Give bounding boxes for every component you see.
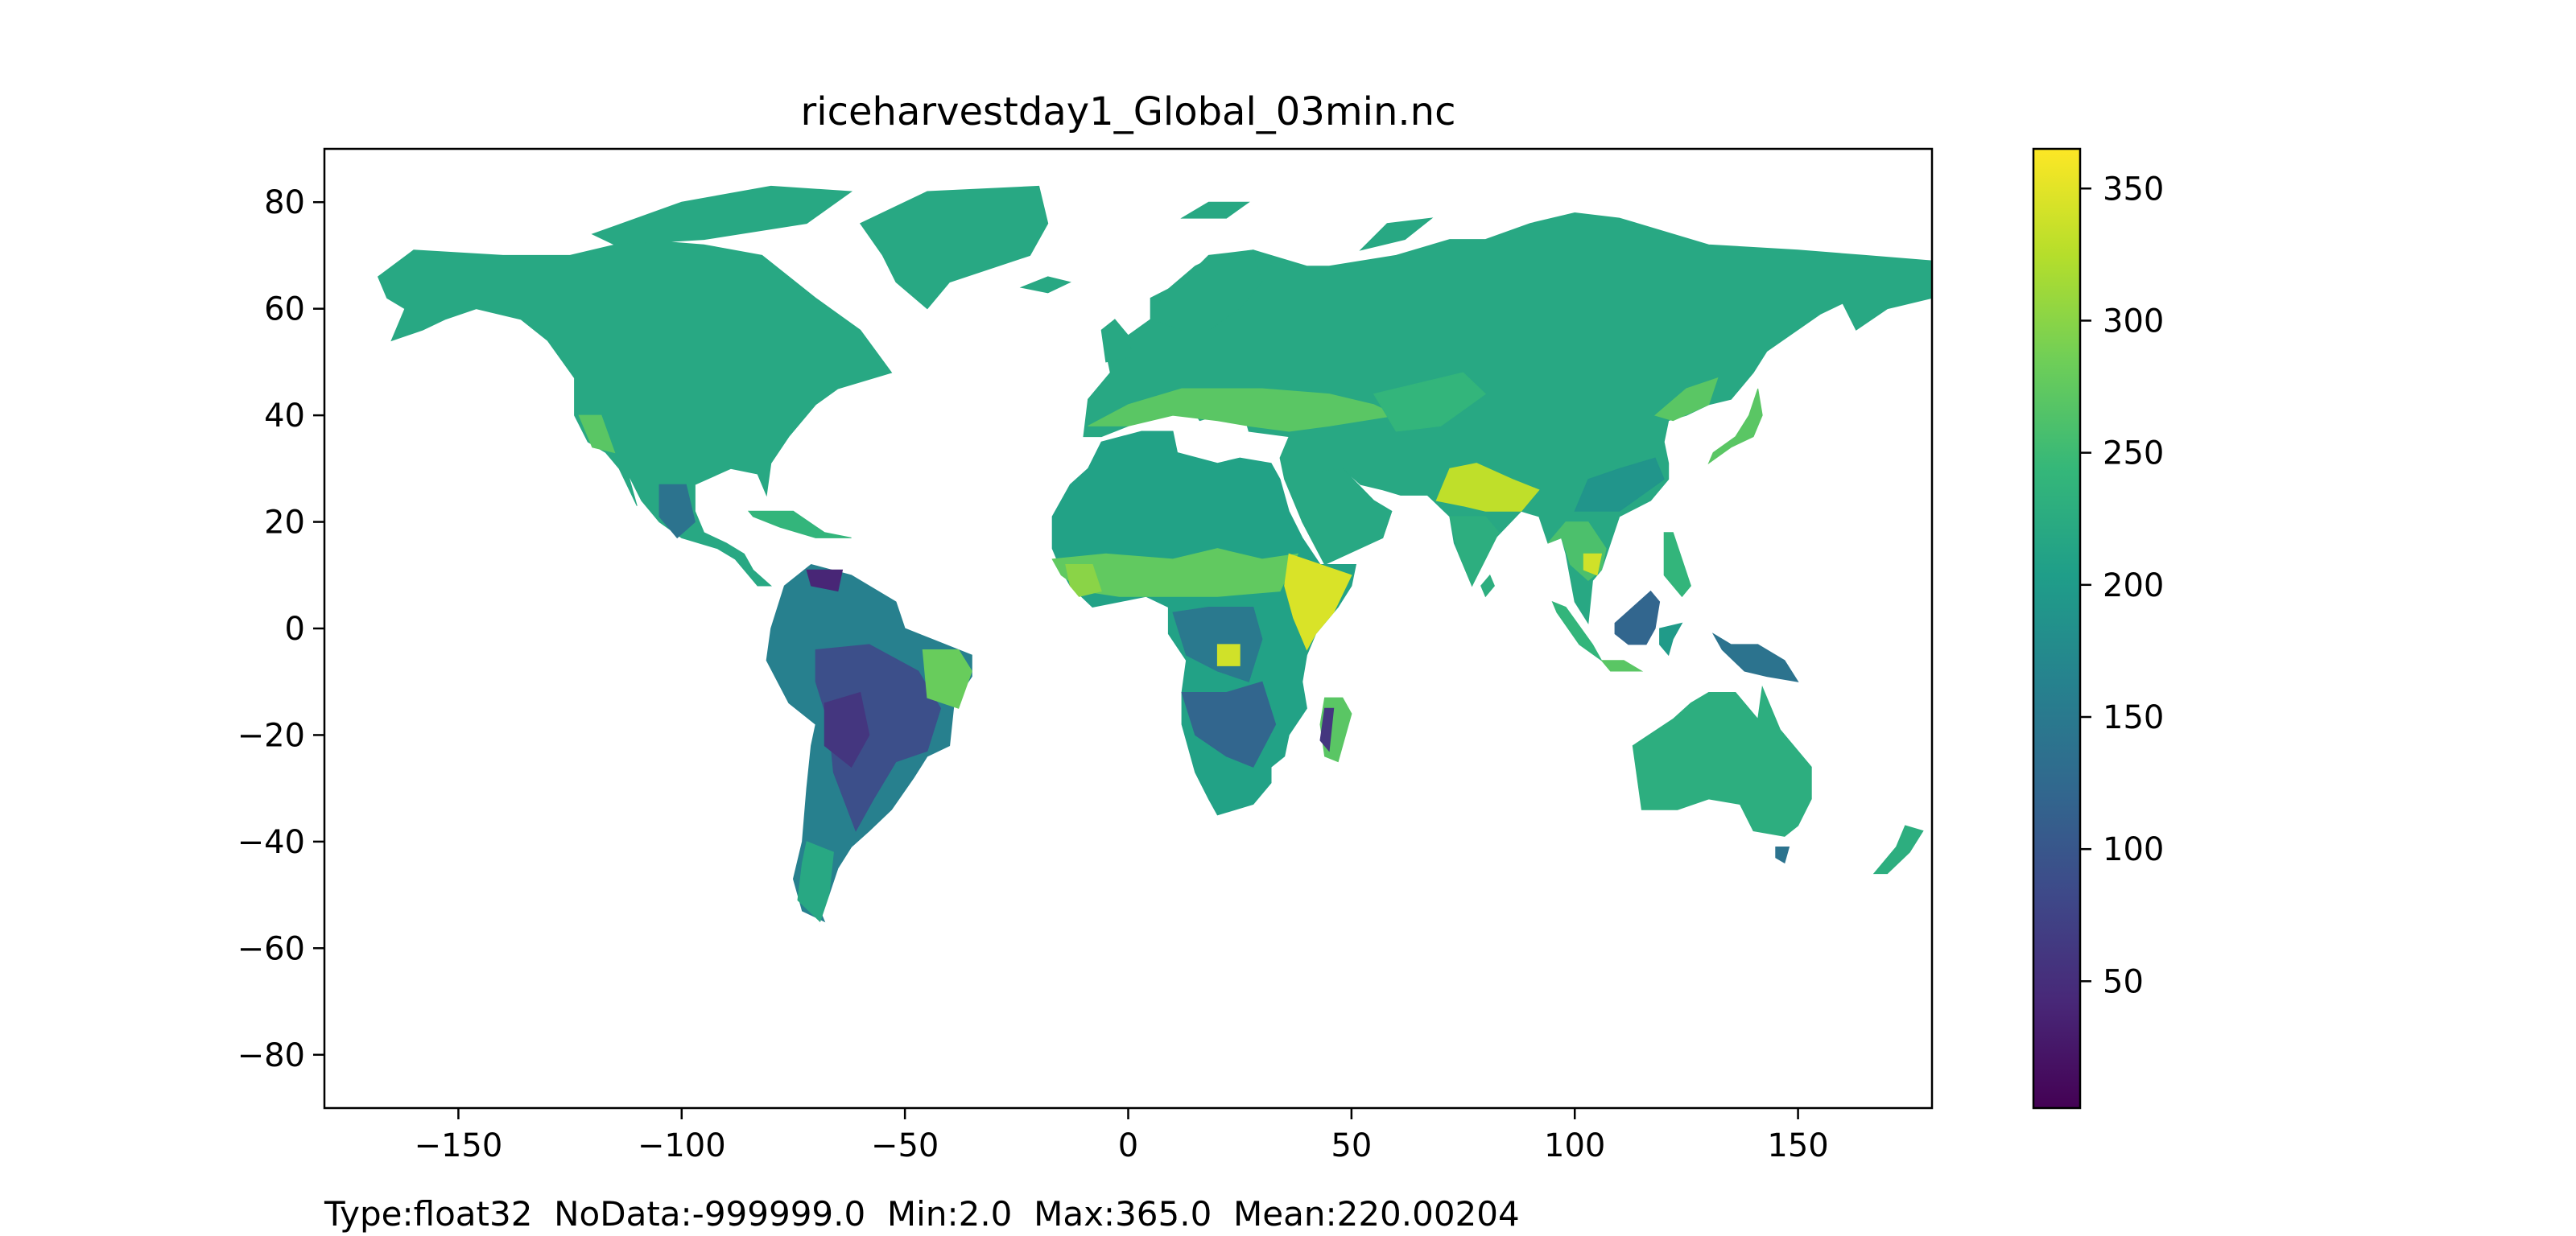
map-region-greenland	[859, 185, 1049, 310]
x-tick-label: −50	[871, 1127, 939, 1164]
map-region-tasmania	[1775, 847, 1790, 864]
map-region-new-zealand	[1872, 825, 1924, 875]
colorbar-tick-label: 100	[2103, 831, 2164, 868]
map-region-ne-china	[1654, 377, 1719, 422]
map-region-svalbard	[1180, 201, 1250, 219]
map-region-japan	[1707, 388, 1763, 465]
map-region-sri-lanka	[1480, 574, 1495, 598]
map-region-ne-brazil	[922, 649, 972, 709]
map-region-sulawesi	[1659, 622, 1683, 657]
y-tick-label: 20	[264, 505, 305, 542]
map-region-mediterranean-band	[1088, 388, 1397, 432]
x-tick-label: 150	[1767, 1127, 1828, 1164]
map-region-java	[1600, 660, 1644, 672]
colorbar-tick-label: 300	[2103, 303, 2164, 340]
map-region-uk	[1100, 319, 1133, 363]
y-tick-label: 60	[264, 291, 305, 328]
colorbar: 50 100 150 200 250 300 350	[2032, 147, 2164, 1110]
x-tick-label: 50	[1331, 1127, 1372, 1164]
x-tick-label: 100	[1544, 1127, 1605, 1164]
map-region-caribbean	[747, 510, 852, 538]
stats-line: Type:float32 NoData:-999999.0 Min:2.0 Ma…	[324, 1194, 1520, 1234]
map-region-sumatra	[1551, 600, 1602, 661]
colorbar-tick-label: 50	[2103, 963, 2144, 1000]
y-axis: 80 60 40 20 0 −20 −40 −60 −80	[237, 184, 324, 1074]
map-region-venezuela	[806, 569, 844, 592]
colorbar-tick-label: 150	[2103, 699, 2164, 736]
colorbar-tick-label: 250	[2103, 435, 2164, 472]
map-region-scandinavia	[1150, 249, 1263, 331]
map-region-ethiopia-somalia	[1284, 553, 1352, 651]
map-region-cambodia	[1583, 553, 1603, 576]
map-title: riceharvestday1_Global_03min.nc	[801, 89, 1456, 134]
map-region-novaya-zemlya	[1359, 217, 1434, 251]
y-tick-label: 80	[264, 184, 305, 221]
y-tick-label: 40	[264, 398, 305, 435]
map-region-canadian-arctic	[591, 185, 853, 245]
map-region-indus-ganges-plain	[1435, 463, 1540, 512]
colorbar-tick-label: 200	[2103, 567, 2164, 604]
map-regions	[377, 185, 1932, 923]
map-region-new-guinea	[1711, 632, 1799, 682]
map-region-south-china	[1574, 457, 1665, 512]
colorbar-frame	[2032, 147, 2082, 1110]
map-region-west-africa-coast	[1065, 564, 1102, 597]
map-region-southern-cone	[797, 841, 834, 923]
y-tick-label: −80	[237, 1037, 305, 1074]
map-region-southern-africa-inland	[1181, 681, 1277, 768]
y-tick-label: −60	[237, 930, 305, 967]
map-region-australia	[1632, 685, 1812, 837]
map-region-borneo	[1614, 590, 1661, 645]
x-axis: −150 −100 −50 0 50 100 150	[414, 1108, 1829, 1164]
map-region-central-asia	[1373, 372, 1487, 432]
map-region-north-america	[377, 239, 893, 587]
map-region-madagascar-west	[1319, 707, 1335, 752]
map-region-iceland	[1019, 276, 1071, 294]
map-region-california	[578, 414, 616, 454]
y-tick-label: 0	[285, 611, 305, 648]
map-region-india-peninsula	[1449, 516, 1500, 587]
x-tick-label: 0	[1118, 1127, 1138, 1164]
colorbar-tick-label: 350	[2103, 171, 2164, 208]
colorbar-gradient	[2033, 149, 2080, 1108]
x-tick-label: −100	[638, 1127, 726, 1164]
x-tick-label: −150	[414, 1127, 502, 1164]
map-region-arabia	[1284, 468, 1393, 566]
map-region-philippines	[1663, 532, 1691, 598]
y-tick-label: −20	[237, 717, 305, 754]
map-region-mexico-highlands	[658, 484, 696, 539]
map-region-brazil-southern	[824, 691, 870, 768]
y-tick-label: −40	[237, 824, 305, 861]
map-region-angola-patch	[1216, 644, 1241, 666]
